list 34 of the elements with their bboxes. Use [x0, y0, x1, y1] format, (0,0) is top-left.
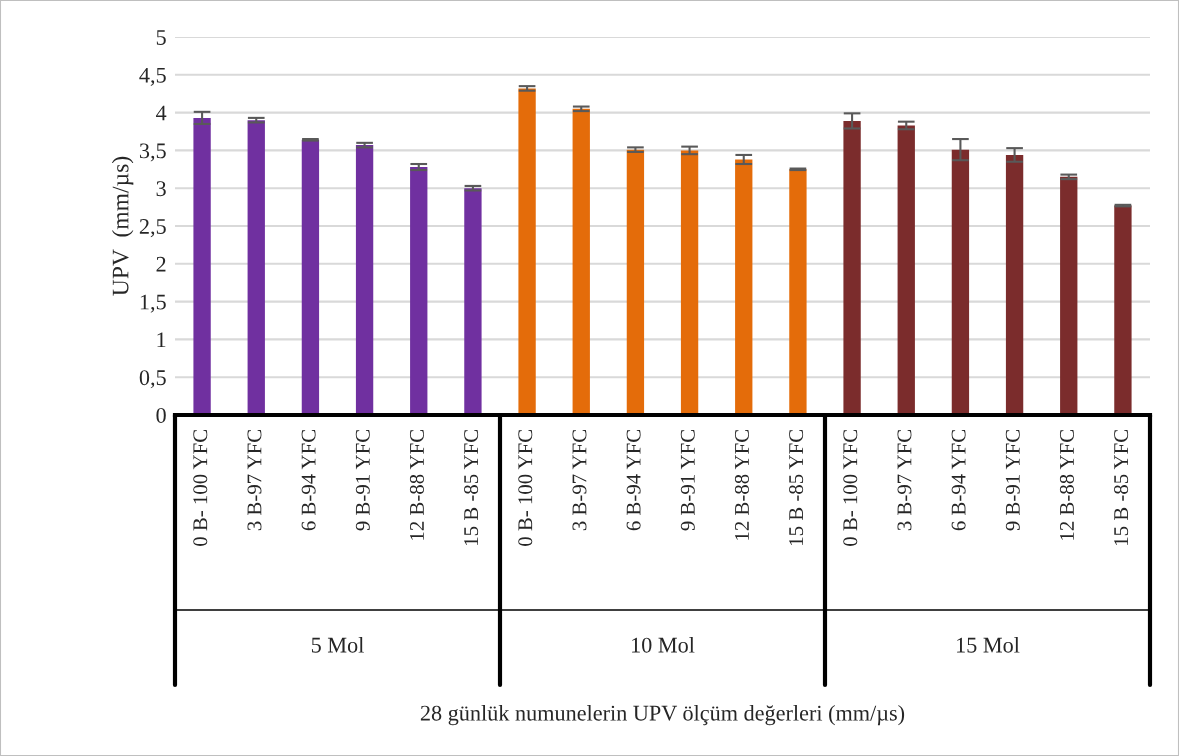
x-tick-label: 9 B-91 YFC [680, 430, 695, 531]
y-tick-label: 1 [157, 332, 166, 348]
x-tick-label: 6 B-94 YFC [951, 430, 966, 531]
text: 10 Mol [632, 637, 695, 653]
x-tick-label: 3 B-97 YFC [247, 430, 262, 531]
text: 28 günlük numunelerin UPV ölçüm değerleri (mm/µs) [420, 705, 905, 726]
y-tick-label: 2,5 [139, 218, 166, 238]
y-axis-title: UPV (mm/µs) [111, 156, 134, 296]
x-tick-label: 12 B-88 YFC [409, 430, 424, 540]
y-tick-label: 0 [156, 407, 166, 423]
y-tick-label: 1,5 [140, 294, 166, 313]
x-tick-label: 0 B- 100 YFC [193, 430, 208, 546]
x-tick-label: 15 B -85 YFC [464, 430, 479, 545]
x-tick-label: 12 B-88 YFC [734, 430, 749, 540]
x-tick-label: 6 B-94 YFC [301, 430, 316, 531]
y-tick-label: 4,5 [139, 67, 166, 86]
y-tick-label: 5 [156, 30, 166, 45]
y-tick-label: 2 [156, 256, 166, 272]
x-tick-label: 0 B- 100 YFC [843, 430, 858, 546]
y-tick-label: 0,5 [139, 370, 166, 389]
x-tick-label: 9 B-91 YFC [1005, 430, 1020, 531]
x-tick-label: 6 B-94 YFC [626, 430, 641, 531]
x-tick-label: 3 B-97 YFC [897, 430, 912, 531]
y-tick-label: 3 [156, 181, 166, 197]
text: 15 Mol [957, 637, 1020, 653]
x-tick-label: 12 B-88 YFC [1059, 430, 1074, 540]
x-tick-label: 3 B-97 YFC [572, 430, 587, 531]
y-tick-label: 3,5 [139, 143, 166, 162]
text: 5 Mol [311, 637, 364, 653]
y-tick-label: 4 [155, 105, 167, 121]
x-tick-label: 0 B- 100 YFC [518, 430, 533, 546]
x-tick-label: 15 B -85 YFC [1114, 430, 1129, 545]
x-tick-label: 15 B -85 YFC [789, 430, 804, 545]
x-tick-label: 9 B-91 YFC [355, 430, 370, 531]
